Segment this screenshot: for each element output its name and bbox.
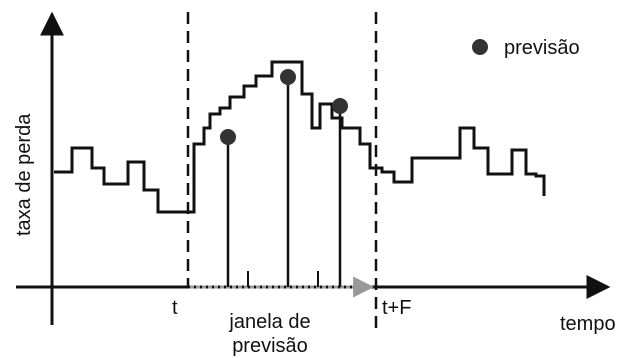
prediction-point-3	[332, 98, 348, 114]
loss-rate-series	[54, 60, 546, 214]
legend-label: previsão	[504, 37, 580, 59]
prediction-point-2	[280, 69, 296, 85]
legend-marker	[472, 39, 488, 55]
y-axis-label: taxa de perda	[13, 113, 35, 236]
window-label-line1: janela de	[228, 311, 310, 333]
prediction-point-1	[220, 129, 236, 145]
time-t-label: t	[172, 297, 178, 319]
time-tf-label: t+F	[382, 297, 411, 319]
x-axis-label: tempo	[560, 313, 616, 335]
window-label-line2: previsão	[232, 335, 308, 357]
